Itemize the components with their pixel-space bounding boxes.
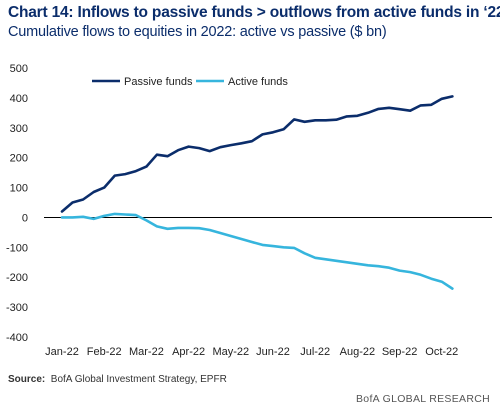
series-layer <box>60 95 454 290</box>
y-tick-label: 500 <box>10 63 28 75</box>
x-tick-label: Oct-22 <box>425 346 458 358</box>
source-label: Source: <box>8 374 46 385</box>
y-tick-label: -400 <box>6 332 28 344</box>
series-line-active <box>60 212 454 290</box>
series-line-passive <box>60 95 454 213</box>
x-tick-label: Jul-22 <box>300 346 330 358</box>
legend-label: Active funds <box>228 76 288 88</box>
y-tick-label: -300 <box>6 302 28 314</box>
x-tick-label: Apr-22 <box>172 346 205 358</box>
x-tick-label: Jan-22 <box>45 346 79 358</box>
legend: Passive funds Active funds <box>92 76 288 88</box>
source-note: Source: BofA Global Investment Strategy,… <box>8 374 227 385</box>
x-tick-label: Feb-22 <box>87 346 122 358</box>
y-tick-label: -200 <box>6 272 28 284</box>
x-tick-label: Mar-22 <box>129 346 164 358</box>
chart-title: Chart 14: Inflows to passive funds > out… <box>8 4 500 21</box>
legend-label: Passive funds <box>124 76 193 88</box>
x-tick-label: Aug-22 <box>340 346 375 358</box>
y-tick-label: 200 <box>10 153 28 165</box>
x-tick-label: Sep-22 <box>382 346 417 358</box>
y-tick-label: 0 <box>22 212 28 224</box>
x-axis: Jan-22 Feb-22 Mar-22 Apr-22 May-22 Jun-22 Jul-… <box>45 346 458 358</box>
y-axis: 500 400 300 200 100 0 -100 -200 -300 -400 <box>6 63 28 344</box>
y-tick-label: 300 <box>10 123 28 135</box>
y-tick-label: 400 <box>10 93 28 105</box>
chart-subtitle: Cumulative flows to equities in 2022: ac… <box>8 24 387 40</box>
source-text: BofA Global Investment Strategy, EPFR <box>50 374 227 385</box>
x-tick-label: Jun-22 <box>256 346 290 358</box>
x-tick-label: May-22 <box>212 346 249 358</box>
brand-footer: BofA GLOBAL RESEARCH <box>356 393 490 405</box>
y-tick-label: 100 <box>10 183 28 195</box>
y-tick-label: -100 <box>6 242 28 254</box>
